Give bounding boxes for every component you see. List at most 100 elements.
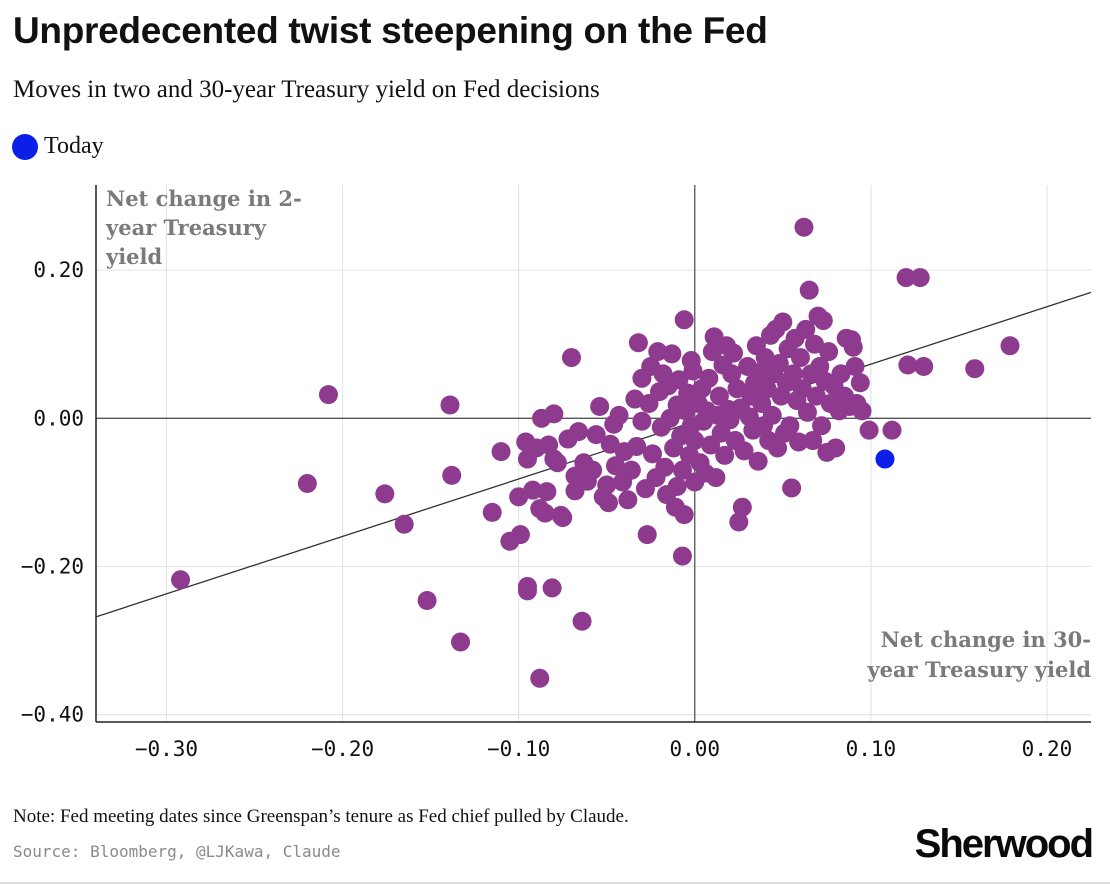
data-point	[535, 503, 555, 523]
y-tick-label: 0.20	[33, 258, 84, 282]
data-point	[843, 337, 863, 357]
data-point	[896, 268, 916, 288]
x-tick-label: −0.30	[135, 737, 198, 761]
data-point	[796, 319, 816, 339]
legend-marker-today	[12, 133, 38, 160]
data-point	[648, 342, 668, 362]
bottom-rule	[0, 882, 1110, 884]
data-point	[782, 478, 802, 498]
data-point	[812, 416, 832, 436]
data-point	[523, 480, 543, 500]
y-tick-label: −0.40	[21, 703, 84, 727]
chart-subtitle: Moves in two and 30-year Treasury yield …	[13, 76, 600, 103]
tick-labels-layer: −0.30 −0.20 −0.10 0.00 0.10 0.20 0.20 0.00 −0.20…	[21, 258, 1072, 761]
x-tick-label: −0.10	[487, 737, 550, 761]
data-point-today	[875, 449, 895, 469]
data-point	[674, 505, 694, 525]
x-tick-label: 0.10	[846, 737, 897, 761]
data-point	[553, 508, 573, 528]
data-point	[609, 405, 629, 425]
data-point	[440, 395, 460, 415]
data-point	[797, 402, 817, 422]
data-point	[859, 420, 879, 440]
data-point	[724, 343, 744, 363]
data-point	[517, 581, 537, 601]
data-point	[583, 460, 603, 480]
data-point	[510, 525, 530, 545]
data-point	[297, 473, 317, 493]
x-tick-label: 0.00	[669, 737, 720, 761]
data-point	[792, 379, 812, 399]
data-point	[768, 438, 788, 458]
data-point	[674, 310, 694, 330]
x-tick-label: 0.20	[1022, 737, 1073, 761]
data-point	[1000, 336, 1020, 356]
data-point	[826, 438, 846, 458]
data-point	[590, 396, 610, 416]
data-point	[715, 445, 735, 465]
x-tick-label: −0.20	[311, 737, 374, 761]
data-point	[618, 490, 638, 510]
data-point	[850, 373, 870, 393]
data-point	[773, 312, 793, 332]
data-point	[722, 364, 742, 384]
legend-label-today: Today	[44, 133, 104, 159]
data-point	[530, 668, 550, 688]
data-point	[732, 497, 752, 517]
chart-title: Unpredecented twist steepening on the Fe…	[13, 10, 768, 51]
data-point	[806, 386, 826, 406]
data-point	[662, 344, 682, 364]
data-point	[442, 465, 462, 485]
data-point	[681, 351, 701, 371]
data-point	[803, 431, 823, 451]
data-point	[910, 268, 930, 288]
data-point	[965, 359, 985, 379]
data-point	[685, 431, 705, 451]
data-point	[672, 546, 692, 566]
data-point	[727, 379, 747, 399]
data-point	[561, 348, 581, 368]
data-point	[637, 525, 657, 545]
data-point	[655, 457, 675, 477]
data-point	[794, 217, 814, 237]
x-axis-label: Net change in 30-year Treasury yield	[867, 627, 1091, 682]
data-point	[805, 334, 825, 354]
data-point	[799, 280, 819, 300]
data-point	[852, 401, 872, 421]
data-point	[600, 434, 620, 454]
trendline	[95, 291, 1092, 618]
data-point	[628, 333, 648, 353]
data-point	[318, 385, 338, 405]
data-point	[672, 460, 692, 480]
y-tick-label: 0.00	[33, 406, 84, 430]
data-point	[831, 364, 851, 384]
grid-layer	[96, 185, 1091, 722]
data-point	[542, 578, 562, 598]
data-point	[482, 502, 502, 522]
data-point	[394, 514, 414, 534]
data-point	[734, 441, 754, 461]
data-point	[750, 362, 770, 382]
data-point	[537, 482, 557, 502]
data-point	[642, 444, 662, 464]
trendline-layer	[95, 291, 1092, 618]
data-point	[780, 416, 800, 436]
data-point	[621, 460, 641, 480]
brand-logo: Sherwood	[914, 822, 1094, 866]
data-point	[699, 368, 719, 388]
data-point	[813, 311, 833, 331]
data-point	[547, 453, 567, 473]
y-axis-label: Net change in 2-year Treasury yield	[106, 186, 302, 269]
data-point	[451, 632, 471, 652]
data-point	[627, 436, 647, 456]
data-point	[491, 442, 511, 462]
y-tick-label: −0.20	[21, 554, 84, 578]
data-point	[597, 475, 617, 495]
data-point	[762, 405, 782, 425]
data-point	[569, 422, 589, 442]
legend: Today	[12, 133, 104, 160]
points-layer	[171, 217, 1020, 688]
data-point	[171, 570, 191, 590]
data-point	[748, 451, 768, 471]
